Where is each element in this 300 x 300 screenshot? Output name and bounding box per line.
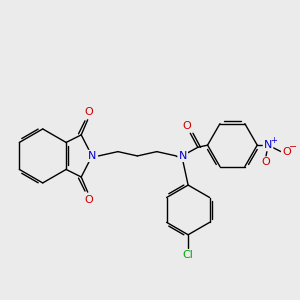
Text: O: O <box>183 121 191 131</box>
Text: O: O <box>84 195 93 205</box>
Text: N: N <box>264 140 272 150</box>
Text: O: O <box>84 107 93 117</box>
Text: N: N <box>88 151 96 161</box>
Text: N: N <box>178 151 187 161</box>
Text: O: O <box>282 147 291 157</box>
Text: Cl: Cl <box>183 250 194 260</box>
Text: −: − <box>289 142 297 152</box>
Text: O: O <box>262 158 270 167</box>
Text: +: + <box>270 136 277 145</box>
